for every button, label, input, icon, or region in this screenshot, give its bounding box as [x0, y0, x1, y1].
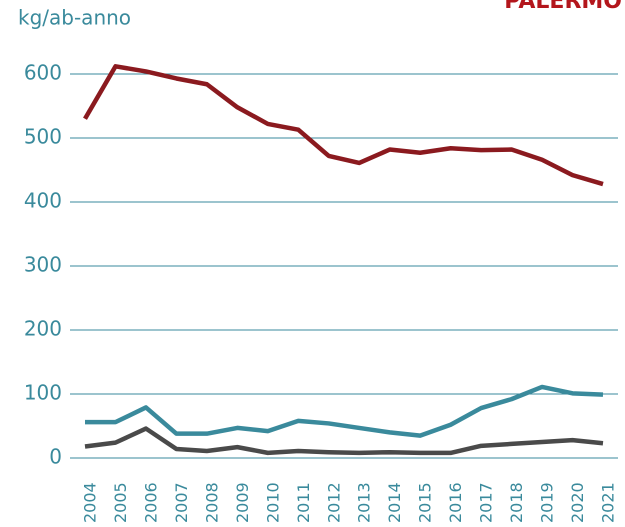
y-tick-label: 100 [24, 381, 62, 405]
x-tick-label: 2019 [538, 482, 557, 523]
y-tick-label: 400 [24, 189, 62, 213]
x-tick-label: 2021 [598, 482, 617, 523]
x-tick-label: 2008 [202, 482, 221, 523]
y-axis-label: kg/ab-anno [18, 6, 131, 30]
x-tick-label: 2006 [141, 482, 160, 523]
series-line [84, 426, 604, 456]
x-tick-label: 2007 [172, 482, 191, 523]
y-tick-label: 0 [49, 445, 62, 469]
x-tick-label: 2010 [263, 482, 282, 523]
series-line [83, 64, 604, 187]
x-tick-label: 2015 [416, 482, 435, 523]
y-tick-label: 300 [24, 253, 62, 277]
x-tick-label: 2020 [568, 482, 587, 523]
x-tick-label: 2014 [385, 482, 404, 523]
x-tick-label: 2011 [294, 482, 313, 523]
y-tick-label: 200 [24, 317, 62, 341]
x-tick-label: 2017 [477, 482, 496, 523]
x-tick-label: 2004 [81, 482, 100, 523]
x-tick-label: 2005 [111, 482, 130, 523]
x-tick-label: 2012 [324, 482, 343, 523]
x-tick-label: 2018 [507, 482, 526, 523]
x-tick-label: 2016 [446, 482, 465, 523]
y-tick-label: 500 [24, 125, 62, 149]
chart-title: PALERMO [504, 0, 622, 14]
x-tick-label: 2013 [355, 482, 374, 523]
series-line [85, 384, 604, 438]
y-tick-label: 600 [24, 61, 62, 85]
x-tick-label: 2009 [233, 482, 252, 523]
